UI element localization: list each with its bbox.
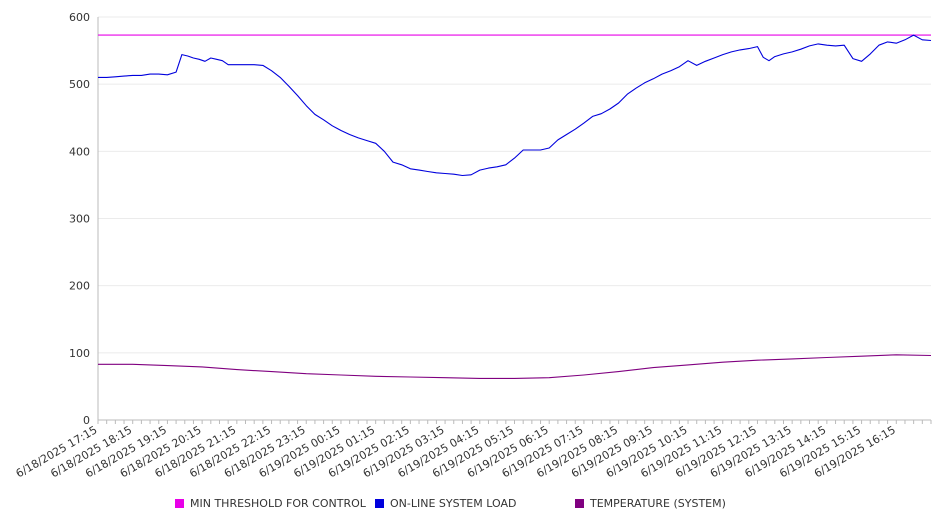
legend: MIN THRESHOLD FOR CONTROL ON-LINE SYSTEM… bbox=[0, 497, 946, 515]
y-tick-label: 100 bbox=[69, 347, 90, 360]
gridlines bbox=[98, 16, 931, 354]
y-tick-label: 0 bbox=[83, 414, 90, 427]
y-tick-label: 200 bbox=[69, 280, 90, 293]
series-line-system-load bbox=[98, 34, 932, 177]
y-tick-label: 300 bbox=[69, 213, 90, 226]
axes bbox=[97, 17, 932, 424]
legend-item-system-load: ON-LINE SYSTEM LOAD bbox=[375, 497, 516, 510]
legend-swatch-temperature bbox=[575, 499, 584, 508]
legend-label-min-threshold: MIN THRESHOLD FOR CONTROL bbox=[190, 497, 366, 510]
series-lines bbox=[98, 34, 932, 379]
series-line-temperature bbox=[98, 354, 932, 379]
y-tick-label: 500 bbox=[69, 78, 90, 91]
y-tick-label: 600 bbox=[69, 11, 90, 24]
legend-swatch-system-load bbox=[375, 499, 384, 508]
legend-item-min-threshold: MIN THRESHOLD FOR CONTROL bbox=[175, 497, 366, 510]
legend-label-temperature: TEMPERATURE (SYSTEM) bbox=[590, 497, 726, 510]
legend-item-temperature: TEMPERATURE (SYSTEM) bbox=[575, 497, 726, 510]
legend-swatch-min-threshold bbox=[175, 499, 184, 508]
y-tick-label: 400 bbox=[69, 145, 90, 158]
legend-label-system-load: ON-LINE SYSTEM LOAD bbox=[390, 497, 517, 510]
